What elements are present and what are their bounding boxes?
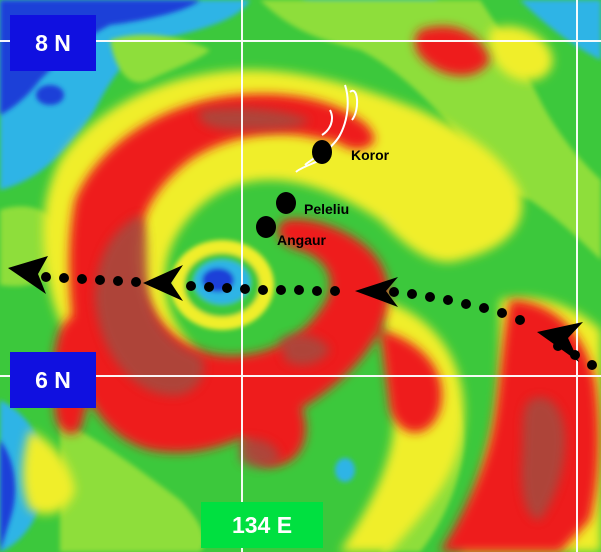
island-dot-icon xyxy=(312,140,332,164)
latitude-label-6n: 6 N xyxy=(10,352,96,408)
island-label-peleliu: Peleliu xyxy=(304,201,350,217)
storm-eye xyxy=(170,240,274,330)
island-dot-icon xyxy=(256,216,276,238)
longitude-label-134e: 134 E xyxy=(201,502,323,548)
dark-red-cores xyxy=(95,107,565,520)
island-label-koror: Koror xyxy=(351,147,390,163)
track-arrow-icon xyxy=(8,256,583,362)
island-dot-icon xyxy=(276,192,296,214)
island-label-angaur: Angaur xyxy=(277,232,326,248)
latitude-label-8n: 8 N xyxy=(10,15,96,71)
